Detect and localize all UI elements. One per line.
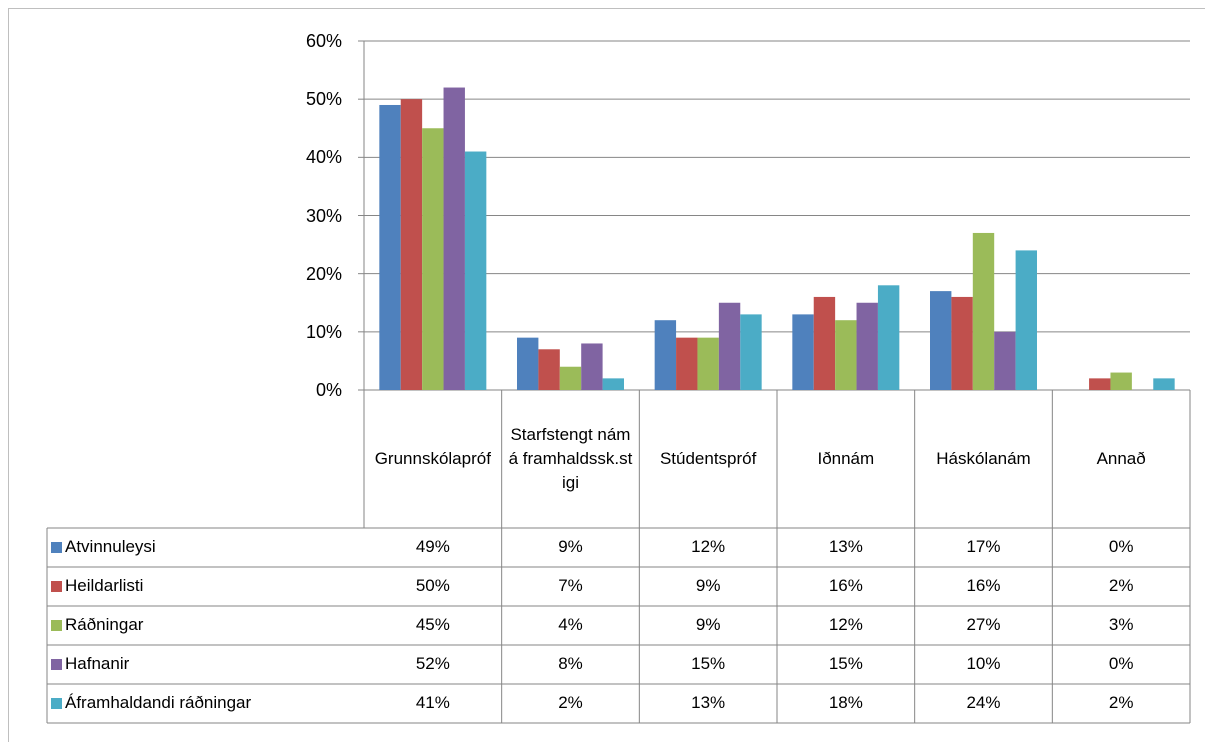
bar xyxy=(740,314,762,390)
legend-key xyxy=(51,698,62,709)
legend-label: Áframhaldandi ráðningar xyxy=(65,693,252,712)
bar xyxy=(581,343,603,390)
table-value: 12% xyxy=(828,615,863,634)
table-value: 12% xyxy=(691,537,726,556)
bar xyxy=(602,378,624,390)
y-tick-label: 20% xyxy=(305,263,342,284)
bar xyxy=(676,337,698,390)
bar xyxy=(443,87,465,391)
bar xyxy=(1089,378,1111,390)
bar xyxy=(813,296,836,390)
table-value: 2% xyxy=(1108,576,1134,595)
table-value: 16% xyxy=(966,576,1001,595)
table-value: 7% xyxy=(558,576,583,595)
legend-label: Heildarlisti xyxy=(65,576,144,595)
y-tick-label: 30% xyxy=(305,205,342,226)
bar xyxy=(538,349,560,390)
table-value: 0% xyxy=(1108,537,1134,556)
table-value: 13% xyxy=(691,693,726,712)
bar xyxy=(835,320,857,390)
table-value: 41% xyxy=(415,693,450,712)
table-value: 24% xyxy=(966,693,1001,712)
table-value: 9% xyxy=(695,576,721,595)
table-value: 13% xyxy=(828,537,863,556)
table-value: 16% xyxy=(828,576,863,595)
category-label: Háskólanám xyxy=(936,449,1031,468)
legend-key xyxy=(51,542,62,553)
bar xyxy=(856,302,878,390)
table-value: 49% xyxy=(415,537,450,556)
table-value: 10% xyxy=(966,654,1001,673)
category-label: Grunnskólapróf xyxy=(374,449,491,468)
table-value: 3% xyxy=(1108,615,1134,634)
bar xyxy=(654,320,677,390)
bar xyxy=(972,232,995,390)
table-value: 27% xyxy=(966,615,1001,634)
bar xyxy=(379,104,401,390)
bar xyxy=(422,128,444,390)
bar xyxy=(517,337,539,390)
bar xyxy=(877,285,900,390)
table-value: 8% xyxy=(558,654,583,673)
table-value: 9% xyxy=(695,615,721,634)
legend-label: Atvinnuleysi xyxy=(65,537,156,556)
table-value: 15% xyxy=(828,654,863,673)
table-value: 9% xyxy=(558,537,583,556)
y-tick-label: 60% xyxy=(305,31,342,51)
bar xyxy=(697,337,719,390)
bar xyxy=(1110,372,1132,390)
table-value: 50% xyxy=(415,576,450,595)
bar xyxy=(1153,378,1175,390)
bar xyxy=(792,314,814,390)
legend-key xyxy=(51,659,62,670)
legend-label: Hafnanir xyxy=(65,654,130,673)
bar xyxy=(400,99,423,391)
category-label: Stúdentspróf xyxy=(659,449,757,468)
table-value: 4% xyxy=(558,615,583,634)
table-value: 52% xyxy=(415,654,450,673)
bar xyxy=(951,296,973,390)
y-tick-label: 0% xyxy=(315,380,342,400)
category-label: Starfstengt nám á framhaldssk.stigi xyxy=(508,425,633,492)
table-value: 0% xyxy=(1108,654,1134,673)
table-value: 17% xyxy=(966,537,1001,556)
category-label: Annað xyxy=(1096,449,1146,468)
y-tick-label: 50% xyxy=(305,89,342,110)
bar xyxy=(1015,250,1037,390)
bar xyxy=(994,331,1016,390)
y-tick-label: 40% xyxy=(305,147,342,168)
bar xyxy=(559,366,582,390)
table-value: 15% xyxy=(691,654,726,673)
legend-label: Ráðningar xyxy=(65,615,144,634)
frame xyxy=(8,8,1205,742)
category-label: Iðnnám xyxy=(817,449,875,468)
table-value: 2% xyxy=(558,693,583,712)
bar xyxy=(930,291,952,390)
table-value: 18% xyxy=(828,693,863,712)
legend-key xyxy=(51,581,62,592)
y-tick-label: 10% xyxy=(305,321,342,342)
table-value: 2% xyxy=(1108,693,1134,712)
bar xyxy=(718,302,741,390)
table-value: 45% xyxy=(415,615,450,634)
legend-key xyxy=(51,620,62,631)
bar xyxy=(464,151,487,390)
